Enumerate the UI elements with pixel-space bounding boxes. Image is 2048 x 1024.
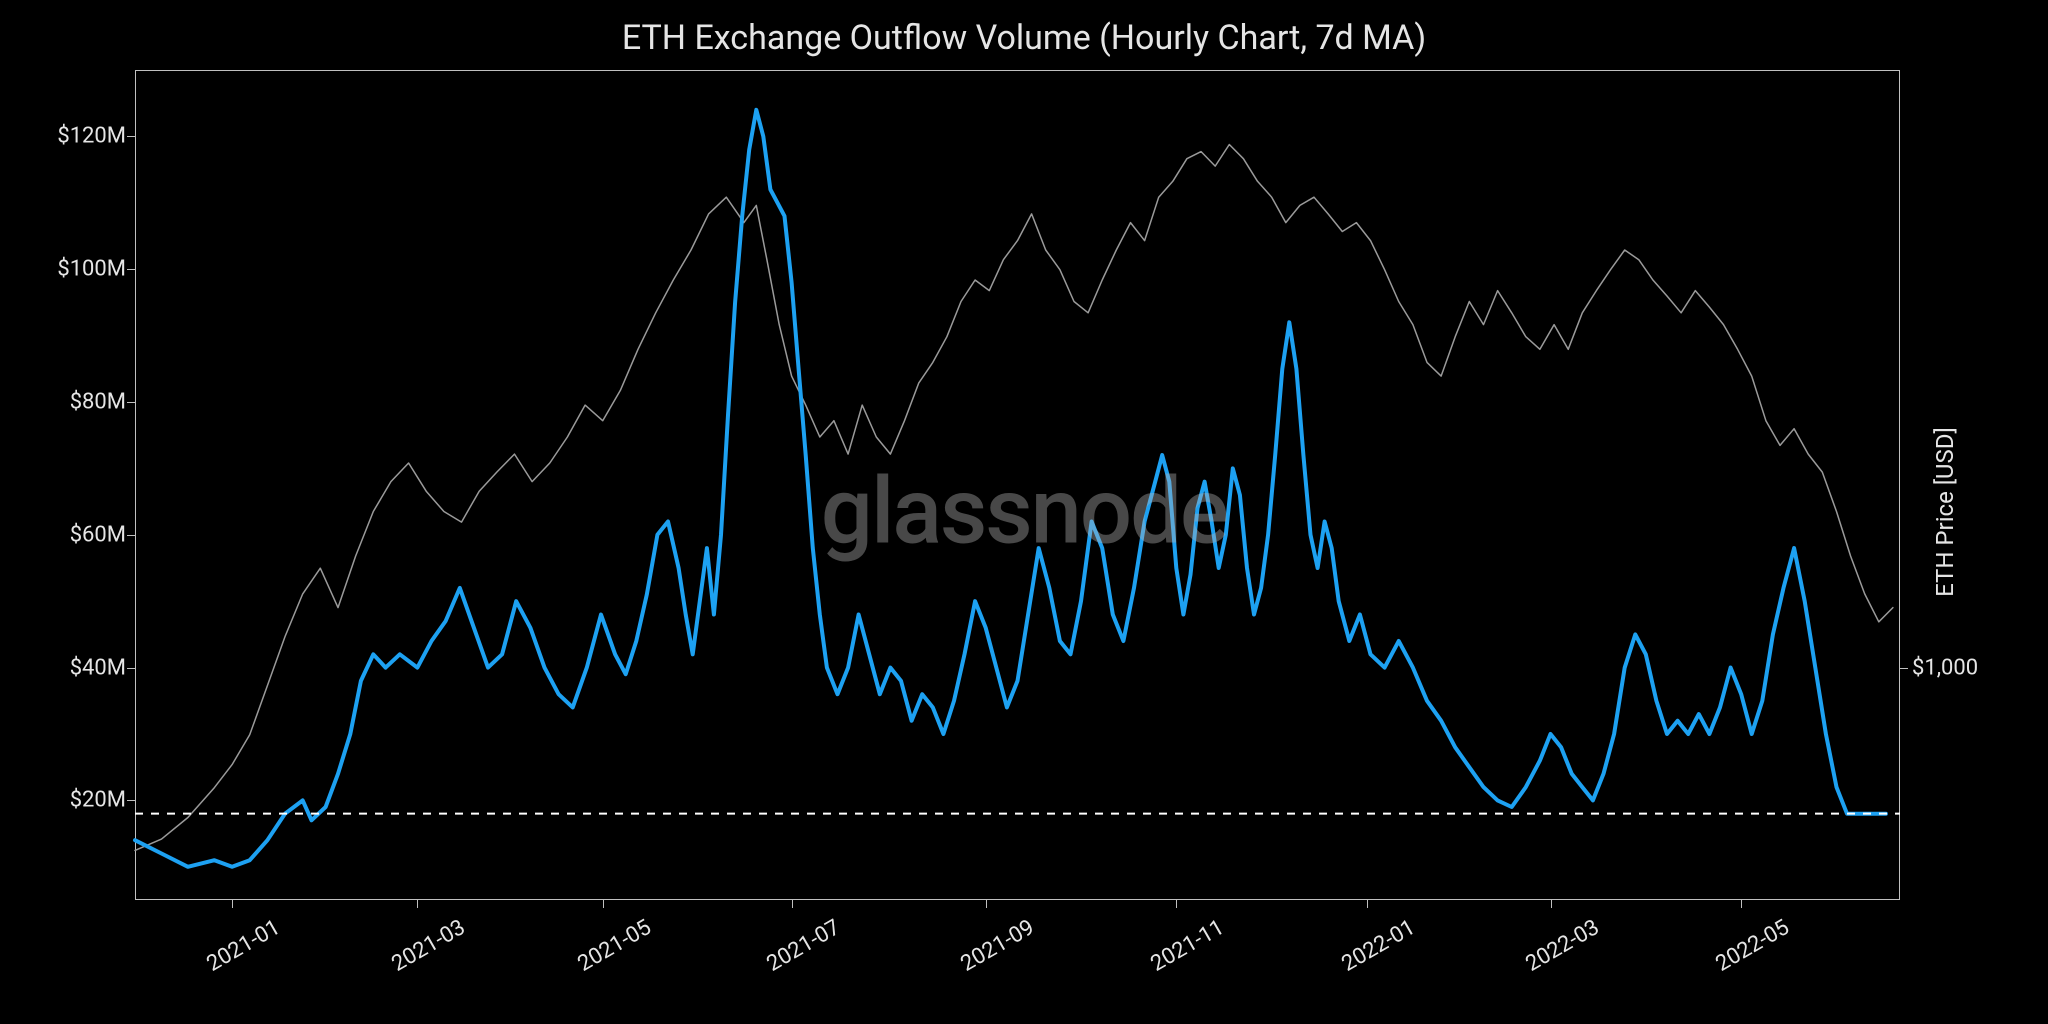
chart-svg [135,70,1900,900]
x-tick-label: 2021-09 [956,915,1038,977]
y-axis-right-label: ETH Price [USD] [1931,427,1959,597]
y-left-tick-label: $80M [70,390,126,415]
y-left-tick-label: $100M [57,257,126,282]
y-left-tick-label: $20M [70,788,126,813]
y-left-tick-label: $40M [70,655,126,680]
x-tick-label: 2022-03 [1521,915,1603,977]
x-tick-label: 2022-01 [1338,915,1420,977]
y-left-tick-label: $120M [57,124,126,149]
chart-container: ETH Exchange Outflow Volume (Hourly Char… [0,0,2048,1024]
chart-title: ETH Exchange Outflow Volume (Hourly Char… [622,18,1426,58]
x-tick-label: 2021-01 [203,915,285,977]
y-right-tick-label: $1,000 [1912,656,1978,681]
y-left-tick-label: $60M [70,522,126,547]
x-tick-label: 2021-07 [762,915,844,977]
series-outflow_volume [135,110,1886,867]
x-tick-label: 2022-05 [1712,915,1794,977]
x-tick-label: 2021-03 [388,915,470,977]
x-tick-label: 2021-11 [1147,915,1229,977]
series-eth_price [135,145,1893,851]
x-tick-label: 2021-05 [573,915,655,977]
